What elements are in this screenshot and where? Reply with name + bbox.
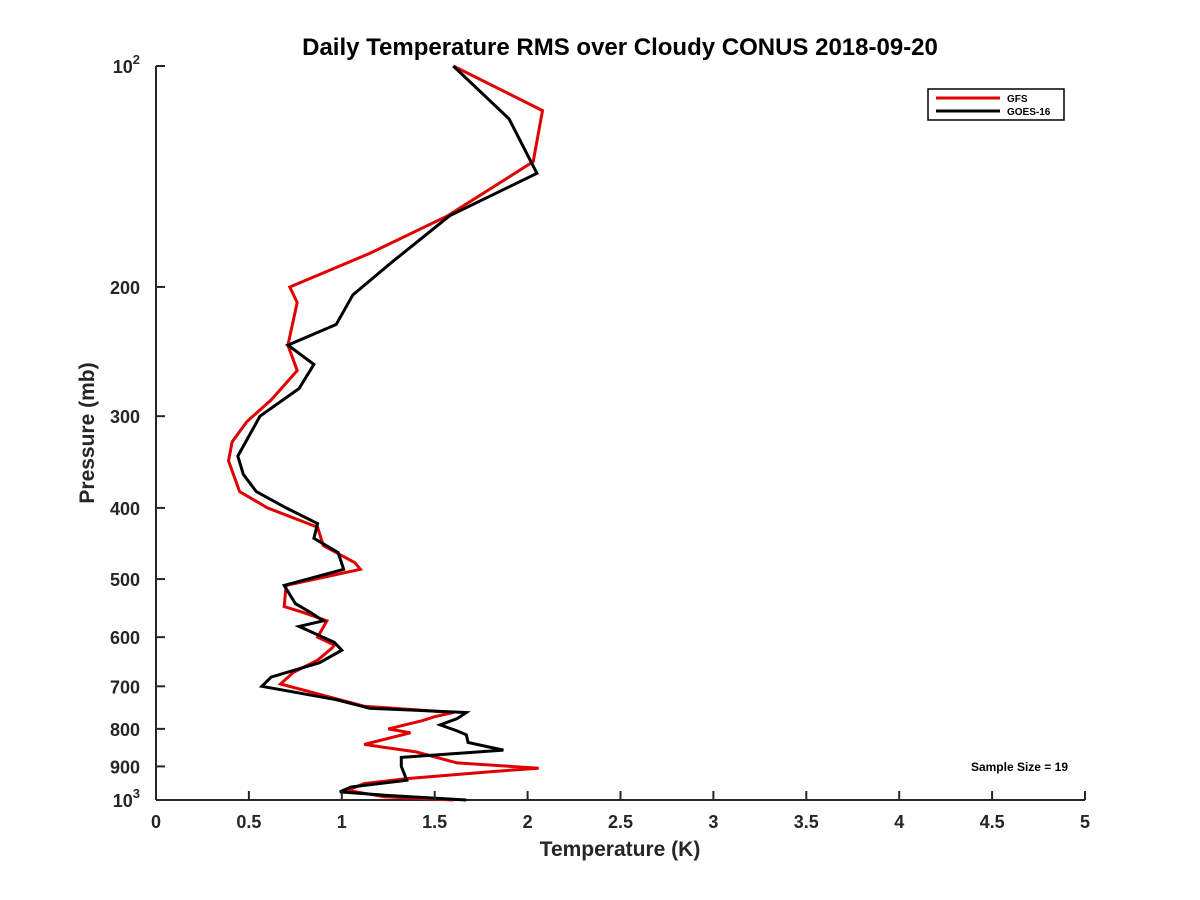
- chart-title: Daily Temperature RMS over Cloudy CONUS …: [302, 34, 938, 61]
- x-tick-label: 0.5: [236, 812, 261, 832]
- y-tick-label: 800: [110, 720, 140, 740]
- x-tick-label: 1: [337, 812, 347, 832]
- y-axis-label: Pressure (mb): [76, 362, 99, 503]
- axes: [155, 66, 1085, 801]
- y-tick-label: 103: [113, 786, 140, 811]
- y-tick-label: 700: [110, 677, 140, 697]
- y-tick-label: 102: [113, 52, 140, 77]
- y-tick-label: 300: [110, 407, 140, 427]
- legend-entry-label: GFS: [1007, 94, 1028, 105]
- x-axis-label: Temperature (K): [540, 838, 701, 861]
- x-tick-label: 0: [151, 812, 161, 832]
- y-tick-label: 500: [110, 570, 140, 590]
- series-line-goes-16: [236, 64, 539, 802]
- x-tick-label: 2: [523, 812, 533, 832]
- legend-box: [927, 88, 1065, 121]
- sample-size-annotation: Sample Size = 19: [971, 760, 1068, 774]
- legend-entry-label: GOES-16: [1007, 107, 1051, 118]
- x-tick-label: 4: [894, 812, 904, 832]
- x-tick-label: 3.5: [794, 812, 819, 832]
- tick-labels: 0 0.5 1 1.5 2 2.5 3 3.5 4 4.5 5 102 200 300 400 500 600 7…: [110, 52, 1090, 832]
- y-tick-label: 900: [110, 757, 140, 777]
- y-tick-label: 400: [110, 499, 140, 519]
- y-tick-label: 200: [110, 278, 140, 298]
- y-tick-label: 600: [110, 628, 140, 648]
- x-tick-label: 3: [708, 812, 718, 832]
- legend: GFS GOES-16: [927, 88, 1065, 121]
- x-tick-label: 2.5: [608, 812, 633, 832]
- x-tick-label: 4.5: [980, 812, 1005, 832]
- x-tick-label: 5: [1080, 812, 1090, 832]
- series-lines: [226, 64, 545, 802]
- series-line-gfs: [226, 64, 545, 802]
- x-tick-label: 1.5: [422, 812, 447, 832]
